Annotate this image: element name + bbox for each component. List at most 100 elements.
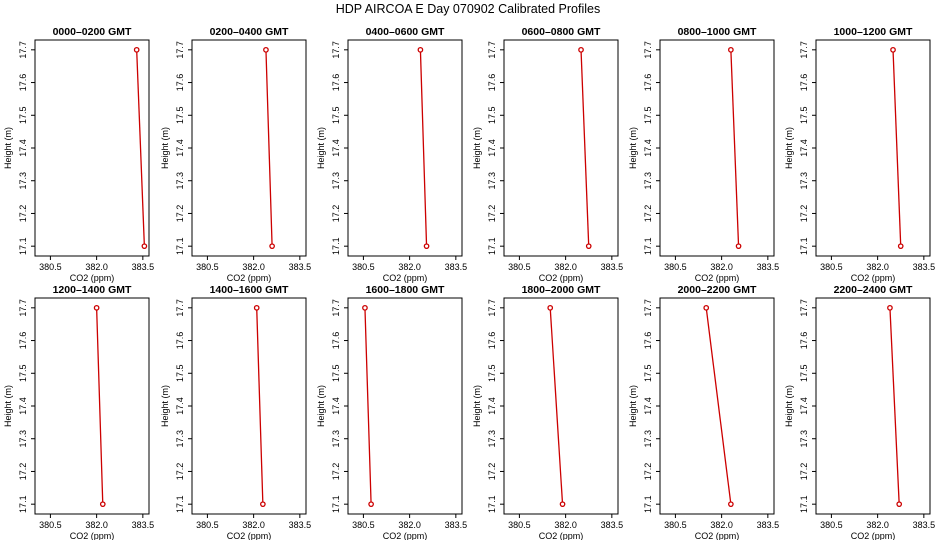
y-tick-label: 17.2 <box>643 205 653 223</box>
plot-frame <box>815 39 931 257</box>
x-tick-label: 383.5 <box>445 520 468 530</box>
y-tick-label: 17.1 <box>643 237 653 255</box>
panel-title: 0600–0800 GMT <box>522 26 601 38</box>
series-line <box>95 307 104 505</box>
y-tick-label: 17.4 <box>175 397 185 415</box>
y-tick-label: 17.5 <box>643 365 653 383</box>
data-point <box>896 501 903 508</box>
x-tick-label: 382.0 <box>866 520 889 530</box>
y-tick-label: 17.5 <box>175 365 185 383</box>
plot-frame <box>503 39 619 257</box>
y-tick-label: 17.2 <box>175 463 185 481</box>
data-point <box>547 304 554 311</box>
y-tick-label: 17.4 <box>643 139 653 157</box>
data-point <box>253 304 260 311</box>
panel-11: 2000–2200 GMT 380.5 382.0 383.5 17.1 17.2 17.3… <box>628 284 779 540</box>
data-point <box>423 243 430 250</box>
x-tick-label: 380.5 <box>196 520 219 530</box>
x-tick-label: 382.0 <box>554 520 577 530</box>
y-tick-label: 17.6 <box>18 74 28 92</box>
x-axis-label: CO2 (ppm) <box>70 273 115 283</box>
y-tick-label: 17.1 <box>331 495 341 513</box>
data-point <box>263 46 269 53</box>
panel-5: 0800–1000 GMT 380.5 382.0 383.5 17.1 17.2 17.3… <box>628 26 779 283</box>
plot-frame <box>659 39 775 257</box>
y-axis-label: Height (m) <box>472 127 482 169</box>
panel-title: 1200–1400 GMT <box>53 284 132 296</box>
x-tick-label: 380.5 <box>39 262 62 272</box>
x-axis-label: CO2 (ppm) <box>227 531 272 540</box>
y-tick-label: 17.6 <box>799 74 809 92</box>
series-line <box>549 307 564 505</box>
x-tick-label: 382.0 <box>398 262 421 272</box>
panel-title: 2200–2400 GMT <box>834 284 913 296</box>
panel-title: 1400–1600 GMT <box>210 284 289 296</box>
y-axis-label: Height (m) <box>784 127 794 169</box>
y-tick-label: 17.3 <box>331 172 341 190</box>
y-axis-label: Height (m) <box>3 385 13 427</box>
x-tick-label: 383.5 <box>289 262 312 272</box>
panel-12: 2200–2400 GMT 380.5 382.0 383.5 17.1 17.2 17.3… <box>784 284 935 540</box>
y-axis-label: Height (m) <box>316 127 326 169</box>
data-point <box>735 243 742 250</box>
series-line <box>256 307 264 505</box>
y-tick-label: 17.4 <box>487 397 497 415</box>
y-tick-label: 17.5 <box>487 365 497 383</box>
y-tick-label: 17.3 <box>643 430 653 448</box>
y-tick-label: 17.3 <box>799 172 809 190</box>
x-axis-label: CO2 (ppm) <box>539 531 584 540</box>
plot-frame <box>34 39 150 257</box>
y-axis-label: Height (m) <box>160 127 170 169</box>
y-tick-label: 17.4 <box>18 139 28 157</box>
x-tick-label: 383.5 <box>132 262 155 272</box>
y-tick-label: 17.5 <box>331 365 341 383</box>
data-point <box>728 46 734 53</box>
plot-frame <box>34 297 150 515</box>
x-tick-label: 383.5 <box>601 520 624 530</box>
panel-2: 0200–0400 GMT 380.5 382.0 383.5 17.1 17.2 17.3… <box>160 26 311 283</box>
y-tick-label: 17.7 <box>487 299 497 317</box>
y-tick-label: 17.5 <box>18 107 28 125</box>
series-line <box>892 49 902 247</box>
x-tick-label: 383.5 <box>913 520 936 530</box>
y-tick-label: 17.6 <box>331 74 341 92</box>
x-tick-label: 380.5 <box>508 520 531 530</box>
panel-title: 1800–2000 GMT <box>522 284 601 296</box>
y-tick-label: 17.1 <box>487 237 497 255</box>
y-tick-label: 17.2 <box>331 205 341 223</box>
panel-8: 1400–1600 GMT 380.5 382.0 383.5 17.1 17.2 17.3… <box>160 284 311 540</box>
y-tick-label: 17.2 <box>175 205 185 223</box>
panel-title: 0200–0400 GMT <box>210 26 289 38</box>
series-line <box>136 49 146 247</box>
panel-9: 1600–1800 GMT 380.5 382.0 383.5 17.1 17.2 17.3… <box>316 284 467 540</box>
series-line <box>419 49 428 247</box>
y-axis-label: Height (m) <box>472 385 482 427</box>
data-point <box>417 46 424 53</box>
y-tick-label: 17.2 <box>18 463 28 481</box>
y-tick-label: 17.7 <box>331 41 341 59</box>
y-tick-label: 17.4 <box>799 397 809 415</box>
plot-frame <box>659 297 775 515</box>
x-axis-label: CO2 (ppm) <box>539 273 584 283</box>
y-tick-label: 17.1 <box>331 237 341 255</box>
y-tick-label: 17.7 <box>175 41 185 59</box>
x-axis-label: CO2 (ppm) <box>383 531 428 540</box>
y-tick-label: 17.5 <box>18 365 28 383</box>
panel-title: 0400–0600 GMT <box>366 26 445 38</box>
x-axis-label: CO2 (ppm) <box>227 273 272 283</box>
panel-title: 0800–1000 GMT <box>678 26 757 38</box>
series-line <box>705 307 732 505</box>
plot-frame <box>815 297 931 515</box>
y-tick-label: 17.6 <box>18 332 28 350</box>
y-tick-label: 17.2 <box>799 205 809 223</box>
y-tick-label: 17.7 <box>175 299 185 317</box>
data-point <box>133 46 140 53</box>
y-tick-label: 17.7 <box>643 41 653 59</box>
y-tick-label: 17.6 <box>643 74 653 92</box>
y-tick-label: 17.2 <box>18 205 28 223</box>
y-tick-label: 17.6 <box>175 74 185 92</box>
y-tick-label: 17.1 <box>799 237 809 255</box>
y-tick-label: 17.4 <box>643 397 653 415</box>
y-tick-label: 17.2 <box>799 463 809 481</box>
